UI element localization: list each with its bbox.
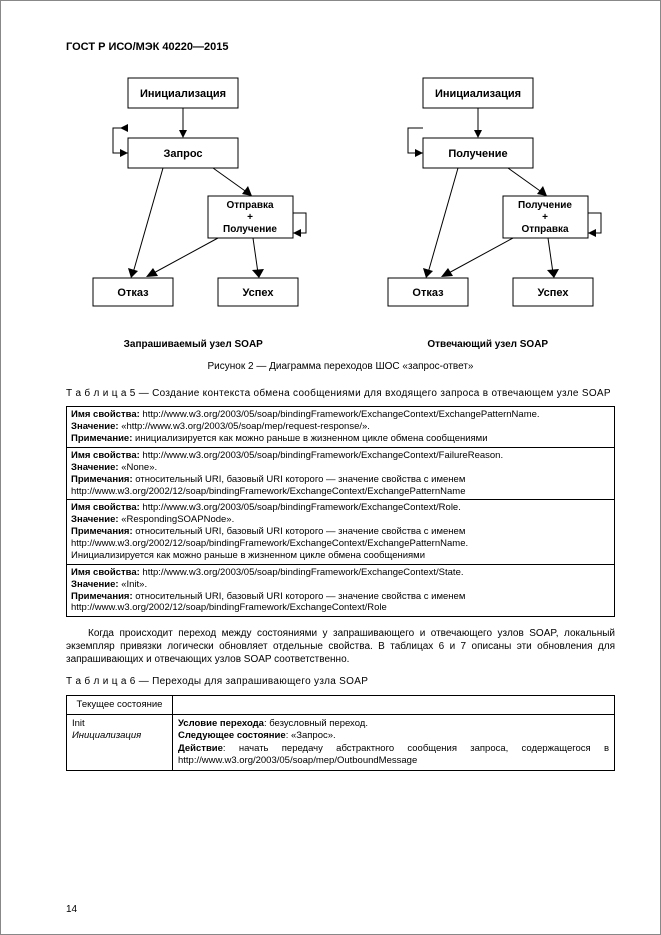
arrowhead-icon <box>547 269 559 278</box>
note-value: инициализируется как можно раньше в жизн… <box>132 433 487 444</box>
edge <box>213 168 248 193</box>
note-label: Примечания: <box>71 474 133 485</box>
action-label: Действие <box>178 743 223 754</box>
prop-label: Имя свойства: <box>71 450 140 461</box>
state-ru: Инициализация <box>72 730 141 741</box>
edge <box>508 168 543 193</box>
val-value: «Init». <box>119 579 148 590</box>
arrowhead-icon <box>179 130 187 138</box>
next-label: Следующее состояние <box>178 730 286 741</box>
action-text: : начать передачу абстрактного сообщения… <box>178 743 609 766</box>
table5: Имя свойства: http://www.w3.org/2003/05/… <box>66 406 615 617</box>
node-fail-label: Отказ <box>412 287 444 299</box>
table-row: Имя свойства: http://www.w3.org/2003/05/… <box>67 407 615 448</box>
diagram-requesting-node: Инициализация Запрос Отправка + Получени… <box>66 73 321 352</box>
edge <box>253 238 258 273</box>
table6: Текущее состояние Init Инициализация Усл… <box>66 695 615 772</box>
table6-caption-rest: — Переходы для запрашивающего узла SOAP <box>136 676 369 687</box>
table5-caption-prefix: Т а б л и ц а 5 <box>66 388 136 399</box>
edge <box>445 238 513 275</box>
diagram-left-caption: Запрашиваемый узел SOAP <box>66 339 321 352</box>
table-row: Имя свойства: http://www.w3.org/2003/05/… <box>67 564 615 617</box>
col-state-header: Текущее состояние <box>67 695 173 714</box>
arrowhead-icon <box>146 268 158 277</box>
node-receive-label: Получение <box>448 148 507 160</box>
state-en: Init <box>72 718 85 729</box>
col-desc-header <box>173 695 615 714</box>
prop-value: http://www.w3.org/2003/05/soap/bindingFr… <box>140 502 461 513</box>
arrowhead-icon <box>293 229 301 237</box>
val-value: «None». <box>119 462 158 473</box>
table-row: Имя свойства: http://www.w3.org/2003/05/… <box>67 447 615 500</box>
edge <box>428 168 458 273</box>
arrowhead-icon <box>588 229 596 237</box>
note-label: Примечание: <box>71 433 132 444</box>
body-paragraph: Когда происходит переход между состояния… <box>66 627 615 666</box>
state-cell: Init Инициализация <box>67 715 173 771</box>
node-sendrecv-l1: Отправка <box>227 200 275 211</box>
extra-text: Инициализируется как можно раньше в жизн… <box>71 550 425 561</box>
prop-label: Имя свойства: <box>71 567 140 578</box>
prop-value: http://www.w3.org/2003/05/soap/bindingFr… <box>140 409 540 420</box>
diagram-responding-node: Инициализация Получение Получение + Отпр… <box>361 73 616 352</box>
val-value: «RespondingSOAPNode». <box>119 514 235 525</box>
note-label: Примечания: <box>71 591 133 602</box>
arrowhead-icon <box>415 149 423 157</box>
arrowhead-icon <box>128 268 138 278</box>
arrowhead-icon <box>423 268 433 278</box>
arrowhead-icon <box>474 130 482 138</box>
prop-value: http://www.w3.org/2003/05/soap/bindingFr… <box>140 450 503 461</box>
next-text: : «Запрос». <box>286 730 336 741</box>
node-request-label: Запрос <box>164 148 203 160</box>
edge <box>150 238 218 275</box>
arrowhead-icon <box>441 268 453 277</box>
table-row: Имя свойства: http://www.w3.org/2003/05/… <box>67 500 615 564</box>
node-recvsend-plus: + <box>542 212 548 223</box>
standard-header: ГОСТ Р ИСО/МЭК 40220—2015 <box>66 41 615 55</box>
table-header-row: Текущее состояние <box>67 695 615 714</box>
table6-caption-prefix: Т а б л и ц а 6 <box>66 676 136 687</box>
arrowhead-icon <box>120 124 128 132</box>
diagrams-row: Инициализация Запрос Отправка + Получени… <box>66 73 615 352</box>
node-sendrecv-plus: + <box>247 212 253 223</box>
page-number: 14 <box>66 904 77 917</box>
val-label: Значение: <box>71 579 119 590</box>
cond-label: Условие перехода <box>178 718 264 729</box>
table6-caption: Т а б л и ц а 6 — Переходы для запрашива… <box>66 676 615 689</box>
arrowhead-icon <box>120 149 128 157</box>
val-value: «http://www.w3.org/2003/05/soap/mep/requ… <box>119 421 370 432</box>
node-init-label: Инициализация <box>140 88 226 100</box>
table5-caption-rest: — Создание контекста обмена сообщениями … <box>136 388 611 399</box>
table-row: Init Инициализация Условие перехода: без… <box>67 715 615 771</box>
edge <box>133 168 163 273</box>
edge <box>548 238 553 273</box>
node-sendrecv-l2: Получение <box>223 224 277 235</box>
val-label: Значение: <box>71 462 119 473</box>
cond-text: : безусловный переход. <box>264 718 368 729</box>
arrowhead-icon <box>252 269 264 278</box>
diagram-right-caption: Отвечающий узел SOAP <box>361 339 616 352</box>
node-recvsend-l2: Отправка <box>521 224 569 235</box>
figure-caption: Рисунок 2 — Диаграмма переходов ШОС «зап… <box>66 361 615 374</box>
flowchart-svg: Инициализация Получение Получение + Отпр… <box>373 73 603 333</box>
page: ГОСТ Р ИСО/МЭК 40220—2015 Инициализация … <box>0 0 661 935</box>
val-label: Значение: <box>71 514 119 525</box>
arrowhead-icon <box>242 186 252 196</box>
node-success-label: Успех <box>243 287 275 299</box>
prop-label: Имя свойства: <box>71 502 140 513</box>
node-recvsend-l1: Получение <box>518 200 572 211</box>
node-fail-label: Отказ <box>118 287 150 299</box>
note-label: Примечания: <box>71 526 133 537</box>
table5-caption: Т а б л и ц а 5 — Создание контекста обм… <box>66 388 615 401</box>
val-label: Значение: <box>71 421 119 432</box>
flowchart-svg: Инициализация Запрос Отправка + Получени… <box>78 73 308 333</box>
arrowhead-icon <box>537 186 547 196</box>
node-init-label: Инициализация <box>435 88 521 100</box>
prop-value: http://www.w3.org/2003/05/soap/bindingFr… <box>140 567 464 578</box>
node-success-label: Успех <box>537 287 569 299</box>
prop-label: Имя свойства: <box>71 409 140 420</box>
desc-cell: Условие перехода: безусловный переход. С… <box>173 715 615 771</box>
